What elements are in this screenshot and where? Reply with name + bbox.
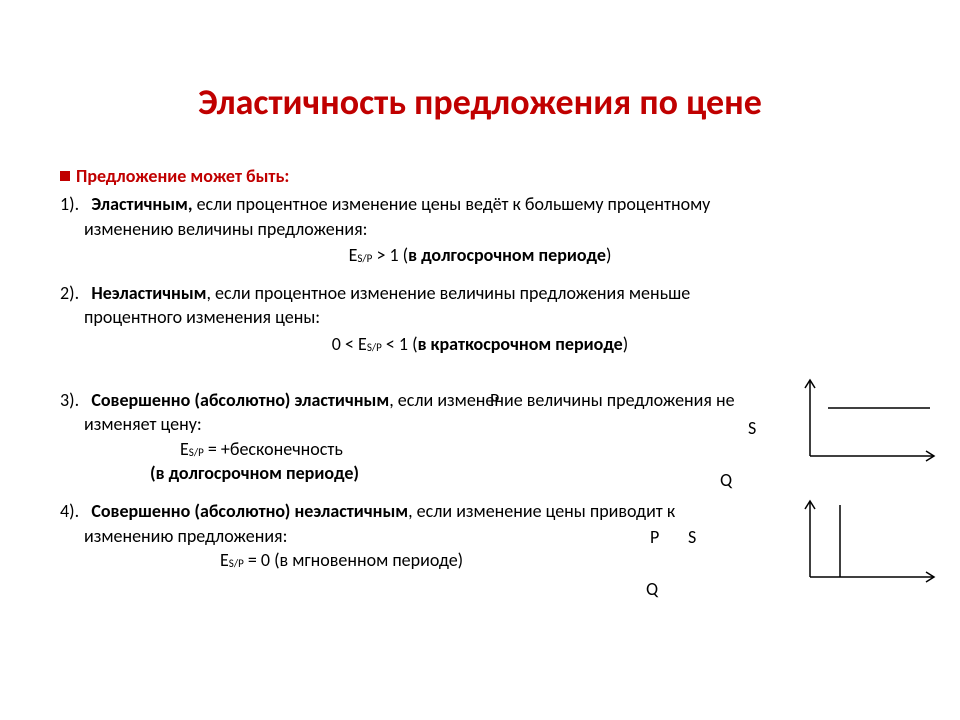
f1-post: )	[606, 244, 611, 266]
f3-pre: E	[180, 438, 189, 460]
item-1-formula: ES/P > 1 (в долгосрочном периоде)	[60, 243, 900, 267]
intro-line: Предложение может быть:	[60, 164, 900, 188]
f3-sub: S/P	[189, 446, 204, 459]
item-4: 4). Совершенно (абсолютно) неэластичным,…	[60, 499, 900, 572]
slide: Эластичность предложения по цене Предлож…	[0, 0, 960, 720]
bullet-icon	[60, 171, 70, 181]
item-2-rest: , если процентное изменение величины пре…	[207, 282, 691, 304]
f4-pre: E	[220, 549, 229, 571]
item-4-q-label: Q	[646, 577, 658, 601]
item-1-lead: Эластичным,	[91, 193, 192, 215]
item-3-p-label: P	[490, 388, 499, 412]
f1-mid: > 1 (	[372, 244, 408, 266]
item-2-num: 2).	[60, 282, 79, 304]
item-4-rest: , если изменение цены приводит к	[408, 500, 675, 522]
slide-body: Предложение может быть: 1). Эластичным, …	[60, 164, 900, 572]
item-3-formula: ES/P = +бесконечность	[180, 437, 900, 461]
item-4-p-label: P	[650, 525, 659, 549]
item-1-rest: если процентное изменение цены ведёт к б…	[193, 193, 711, 215]
item-1-cont: изменению величины предложения:	[84, 217, 900, 241]
item-1-num: 1).	[60, 193, 79, 215]
item-3-rest: , если изменение величины предложения не	[389, 389, 734, 411]
f1-bold: в долгосрочном периоде	[408, 244, 606, 266]
f4-bold: (в мгновенном периоде)	[274, 549, 463, 571]
item-3-q-label: Q	[720, 468, 732, 492]
item-3-lead: Совершенно (абсолютно) эластичным	[91, 389, 389, 411]
item-3-cont: изменяет цену:	[84, 412, 780, 436]
f1-sub: S/P	[357, 252, 372, 265]
item-3-num: 3).	[60, 389, 79, 411]
item-4-s-label: S	[688, 525, 696, 549]
item-4-num: 4).	[60, 500, 79, 522]
f2-post: )	[623, 333, 628, 355]
item-4-cont: изменению предложения:	[84, 524, 900, 548]
item-2-cont: процентного изменения цены:	[84, 305, 900, 329]
graph-perfectly-elastic	[800, 378, 940, 473]
item-2-lead: Неэластичным	[91, 282, 206, 304]
item-2-formula: 0 < ES/P < 1 (в краткосрочном периоде)	[60, 332, 900, 356]
f2-bold: в краткосрочном периоде	[418, 333, 623, 355]
item-1: 1). Эластичным, если процентное изменени…	[60, 192, 900, 267]
f4-mid: = 0	[244, 549, 274, 571]
f2-mid: < 1 (	[382, 333, 418, 355]
f3-mid: = +бесконечность	[204, 438, 343, 460]
item-4-formula: ES/P = 0 (в мгновенном периоде)	[220, 548, 900, 572]
f4-sub: S/P	[229, 557, 244, 570]
f2-pre: 0 < E	[332, 333, 367, 355]
item-4-lead: Совершенно (абсолютно) неэластичным	[91, 500, 408, 522]
graph-perfectly-inelastic	[800, 499, 940, 594]
item-3: 3). Совершенно (абсолютно) эластичным, е…	[60, 388, 900, 485]
f2-sub: S/P	[367, 341, 382, 354]
slide-title: Эластичность предложения по цене	[60, 80, 900, 124]
item-3-formula-b: (в долгосрочном периоде)	[150, 461, 900, 485]
item-3-s-label: S	[748, 416, 756, 440]
intro-text: Предложение может быть:	[76, 165, 289, 187]
item-2: 2). Неэластичным, если процентное измене…	[60, 281, 900, 356]
